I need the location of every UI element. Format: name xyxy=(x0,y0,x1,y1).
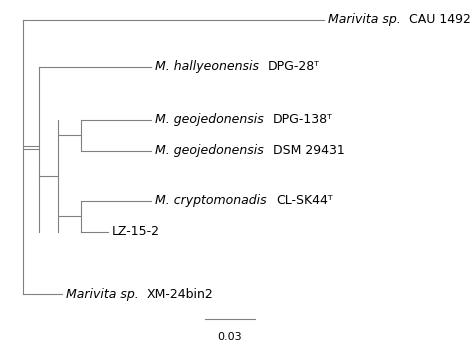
Text: DSM 29431: DSM 29431 xyxy=(273,144,345,157)
Text: CL-SK44ᵀ: CL-SK44ᵀ xyxy=(276,194,333,207)
Text: 0.03: 0.03 xyxy=(218,332,242,342)
Text: M. geojedonensis: M. geojedonensis xyxy=(155,144,267,157)
Text: M. cryptomonadis: M. cryptomonadis xyxy=(155,194,270,207)
Text: Marivita sp.: Marivita sp. xyxy=(328,13,405,26)
Text: Marivita sp.: Marivita sp. xyxy=(66,288,143,301)
Text: XM-24bin2: XM-24bin2 xyxy=(146,288,213,301)
Text: CAU 1492: CAU 1492 xyxy=(409,13,471,26)
Text: M. hallyeonensis: M. hallyeonensis xyxy=(155,60,263,73)
Text: DPG-138ᵀ: DPG-138ᵀ xyxy=(273,113,333,126)
Text: DPG-28ᵀ: DPG-28ᵀ xyxy=(268,60,320,73)
Text: M. geojedonensis: M. geojedonensis xyxy=(155,113,267,126)
Text: LZ-15-2: LZ-15-2 xyxy=(112,226,160,238)
